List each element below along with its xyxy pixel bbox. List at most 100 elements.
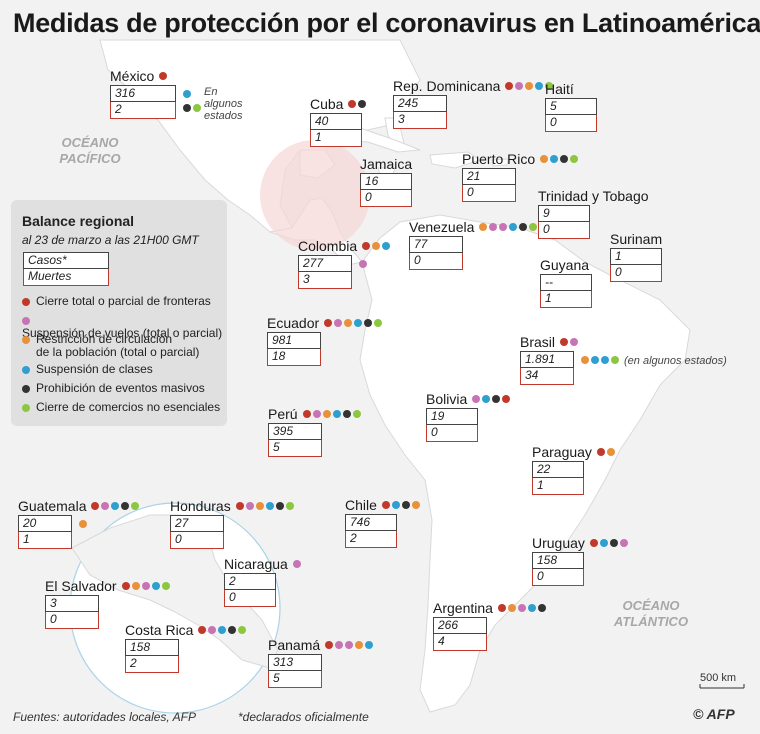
borders-dot-icon [497, 603, 506, 612]
legend-item-label: Cierre de comercios no esenciales [36, 400, 221, 414]
country-el-salvador-measures [120, 577, 170, 595]
events-dot-icon [275, 501, 284, 510]
classes-dot-icon [354, 318, 363, 327]
legend-item-events: Prohibición de eventos masivos [22, 382, 205, 395]
deaths-box: 3 [298, 272, 352, 289]
deaths-box: 2 [125, 656, 179, 673]
country-name: Nicaragua [224, 556, 288, 572]
cases-box: 3 [45, 595, 99, 612]
country-nicaragua-measures [291, 555, 301, 573]
legend-item-label: Cierre total o parcial de fronteras [36, 294, 211, 308]
country-bolivia: Bolivia 19 0 [426, 390, 511, 442]
borders-dot-icon [502, 394, 511, 403]
borders-dot-icon [91, 501, 100, 510]
ocean-pacific-text: OCÉANO PACÍFICO [59, 135, 121, 166]
deaths-box: 0 [538, 222, 590, 239]
shops-dot-icon [529, 222, 538, 231]
deaths-box: 0 [545, 115, 597, 132]
country-bolivia-measures [470, 390, 511, 408]
cases-box: 40 [310, 113, 362, 130]
classes-dot-icon [365, 640, 374, 649]
scale-label: 500 km [700, 672, 737, 684]
classes-dot-icon [382, 241, 391, 250]
deaths-box: 0 [170, 532, 224, 549]
classes-dot-icon [527, 603, 536, 612]
deaths-box: 0 [360, 190, 412, 207]
country-name: Trinidad y Tobago [538, 187, 649, 204]
events-dot-icon [342, 409, 351, 418]
legend-item-circulation: Restricción de circulación de la poblaci… [22, 333, 199, 359]
events-dot-icon [364, 318, 373, 327]
shops-dot-icon [570, 154, 579, 163]
country-name: Brasil [520, 334, 556, 350]
events-dot-icon [519, 222, 528, 231]
country-name: Haití [545, 80, 574, 97]
cases-box: -- [540, 274, 592, 291]
flights-dot-icon [489, 222, 498, 231]
flights-dot-icon [335, 640, 344, 649]
deaths-box: 2 [345, 531, 397, 548]
country-puerto-rico-measures [538, 150, 579, 168]
country-jamaica: Jamaica 16 0 [360, 155, 412, 207]
shops-dot-icon [611, 355, 619, 364]
country-el-salvador: El Salvador 3 0 [45, 577, 170, 629]
country-name: Cuba [310, 96, 344, 112]
country-name: Surinam [610, 230, 663, 247]
country-costa-rica: Costa Rica 158 2 [125, 621, 247, 673]
country-costa-rica-measures [196, 621, 247, 639]
ocean-atlantic-text: OCÉANO ATLÁNTICO [613, 598, 689, 629]
country-hait-: Haití 5 0 [545, 80, 597, 132]
shops-dot-icon [238, 625, 247, 634]
country-m-xico-row3-measures [181, 99, 201, 117]
cases-box: 20 [18, 515, 72, 532]
country-name: Panamá [268, 637, 321, 653]
legend-item-label: Restricción de circulación de la poblaci… [36, 332, 200, 359]
country-colombia: Colombia 277 3 [298, 237, 391, 289]
legend-item-label: Suspensión de vuelos (total o parcial) [22, 326, 223, 340]
cases-box: 27 [170, 515, 224, 532]
country-brasil: Brasil 1.891 34 (en algunos estados) [520, 333, 727, 385]
legend-item-flights: Suspensión de vuelos (total o parcial) [22, 314, 227, 340]
deaths-box: 0 [409, 253, 463, 270]
borders-dot-icon [121, 581, 130, 590]
cases-box: 746 [345, 514, 397, 531]
circulation-dot-icon [22, 335, 30, 344]
cases-box: 316 [110, 85, 176, 102]
country-rep-dominicana-measures [503, 77, 554, 95]
country-paraguay-measures [595, 443, 615, 461]
flights-dot-icon [515, 81, 524, 90]
country-guyana: Guyana -- 1 [540, 256, 592, 308]
country-guatemala-measures [89, 497, 140, 515]
country-honduras: Honduras 27 0 [170, 497, 294, 549]
circulation-dot-icon [479, 222, 488, 231]
classes-dot-icon [111, 501, 120, 510]
country-name: Ecuador [267, 315, 320, 331]
footer-declared: *declarados oficialmente [238, 710, 369, 724]
shops-dot-icon [193, 103, 201, 112]
country-argentina: Argentina 266 4 [433, 599, 546, 651]
events-dot-icon [183, 103, 191, 112]
country-note: En algunos estados [204, 86, 243, 122]
legend-item-borders: Cierre total o parcial de fronteras [22, 295, 211, 308]
borders-dot-icon [596, 447, 605, 456]
legend-item-shops: Cierre de comercios no esenciales [22, 401, 220, 414]
deaths-box: 5 [268, 440, 322, 457]
events-dot-icon [560, 154, 569, 163]
country-name: Paraguay [532, 444, 592, 460]
country-m-xico: México 316 2 En algunos estados [110, 67, 243, 122]
deaths-box: 0 [610, 265, 662, 282]
events-dot-icon [537, 603, 546, 612]
flights-dot-icon [208, 625, 217, 634]
cases-box: 16 [360, 173, 412, 190]
circulation-dot-icon [581, 355, 589, 364]
flights-dot-icon [22, 316, 30, 325]
country-name: Guyana [540, 256, 590, 273]
cases-box: 313 [268, 654, 322, 671]
flights-dot-icon [570, 337, 579, 346]
legend-title: Balance regional [22, 213, 135, 229]
borders-dot-icon [362, 241, 371, 250]
classes-dot-icon [601, 355, 609, 364]
deaths-box: 0 [462, 185, 516, 202]
shops-dot-icon [22, 403, 30, 412]
circulation-dot-icon [525, 81, 534, 90]
